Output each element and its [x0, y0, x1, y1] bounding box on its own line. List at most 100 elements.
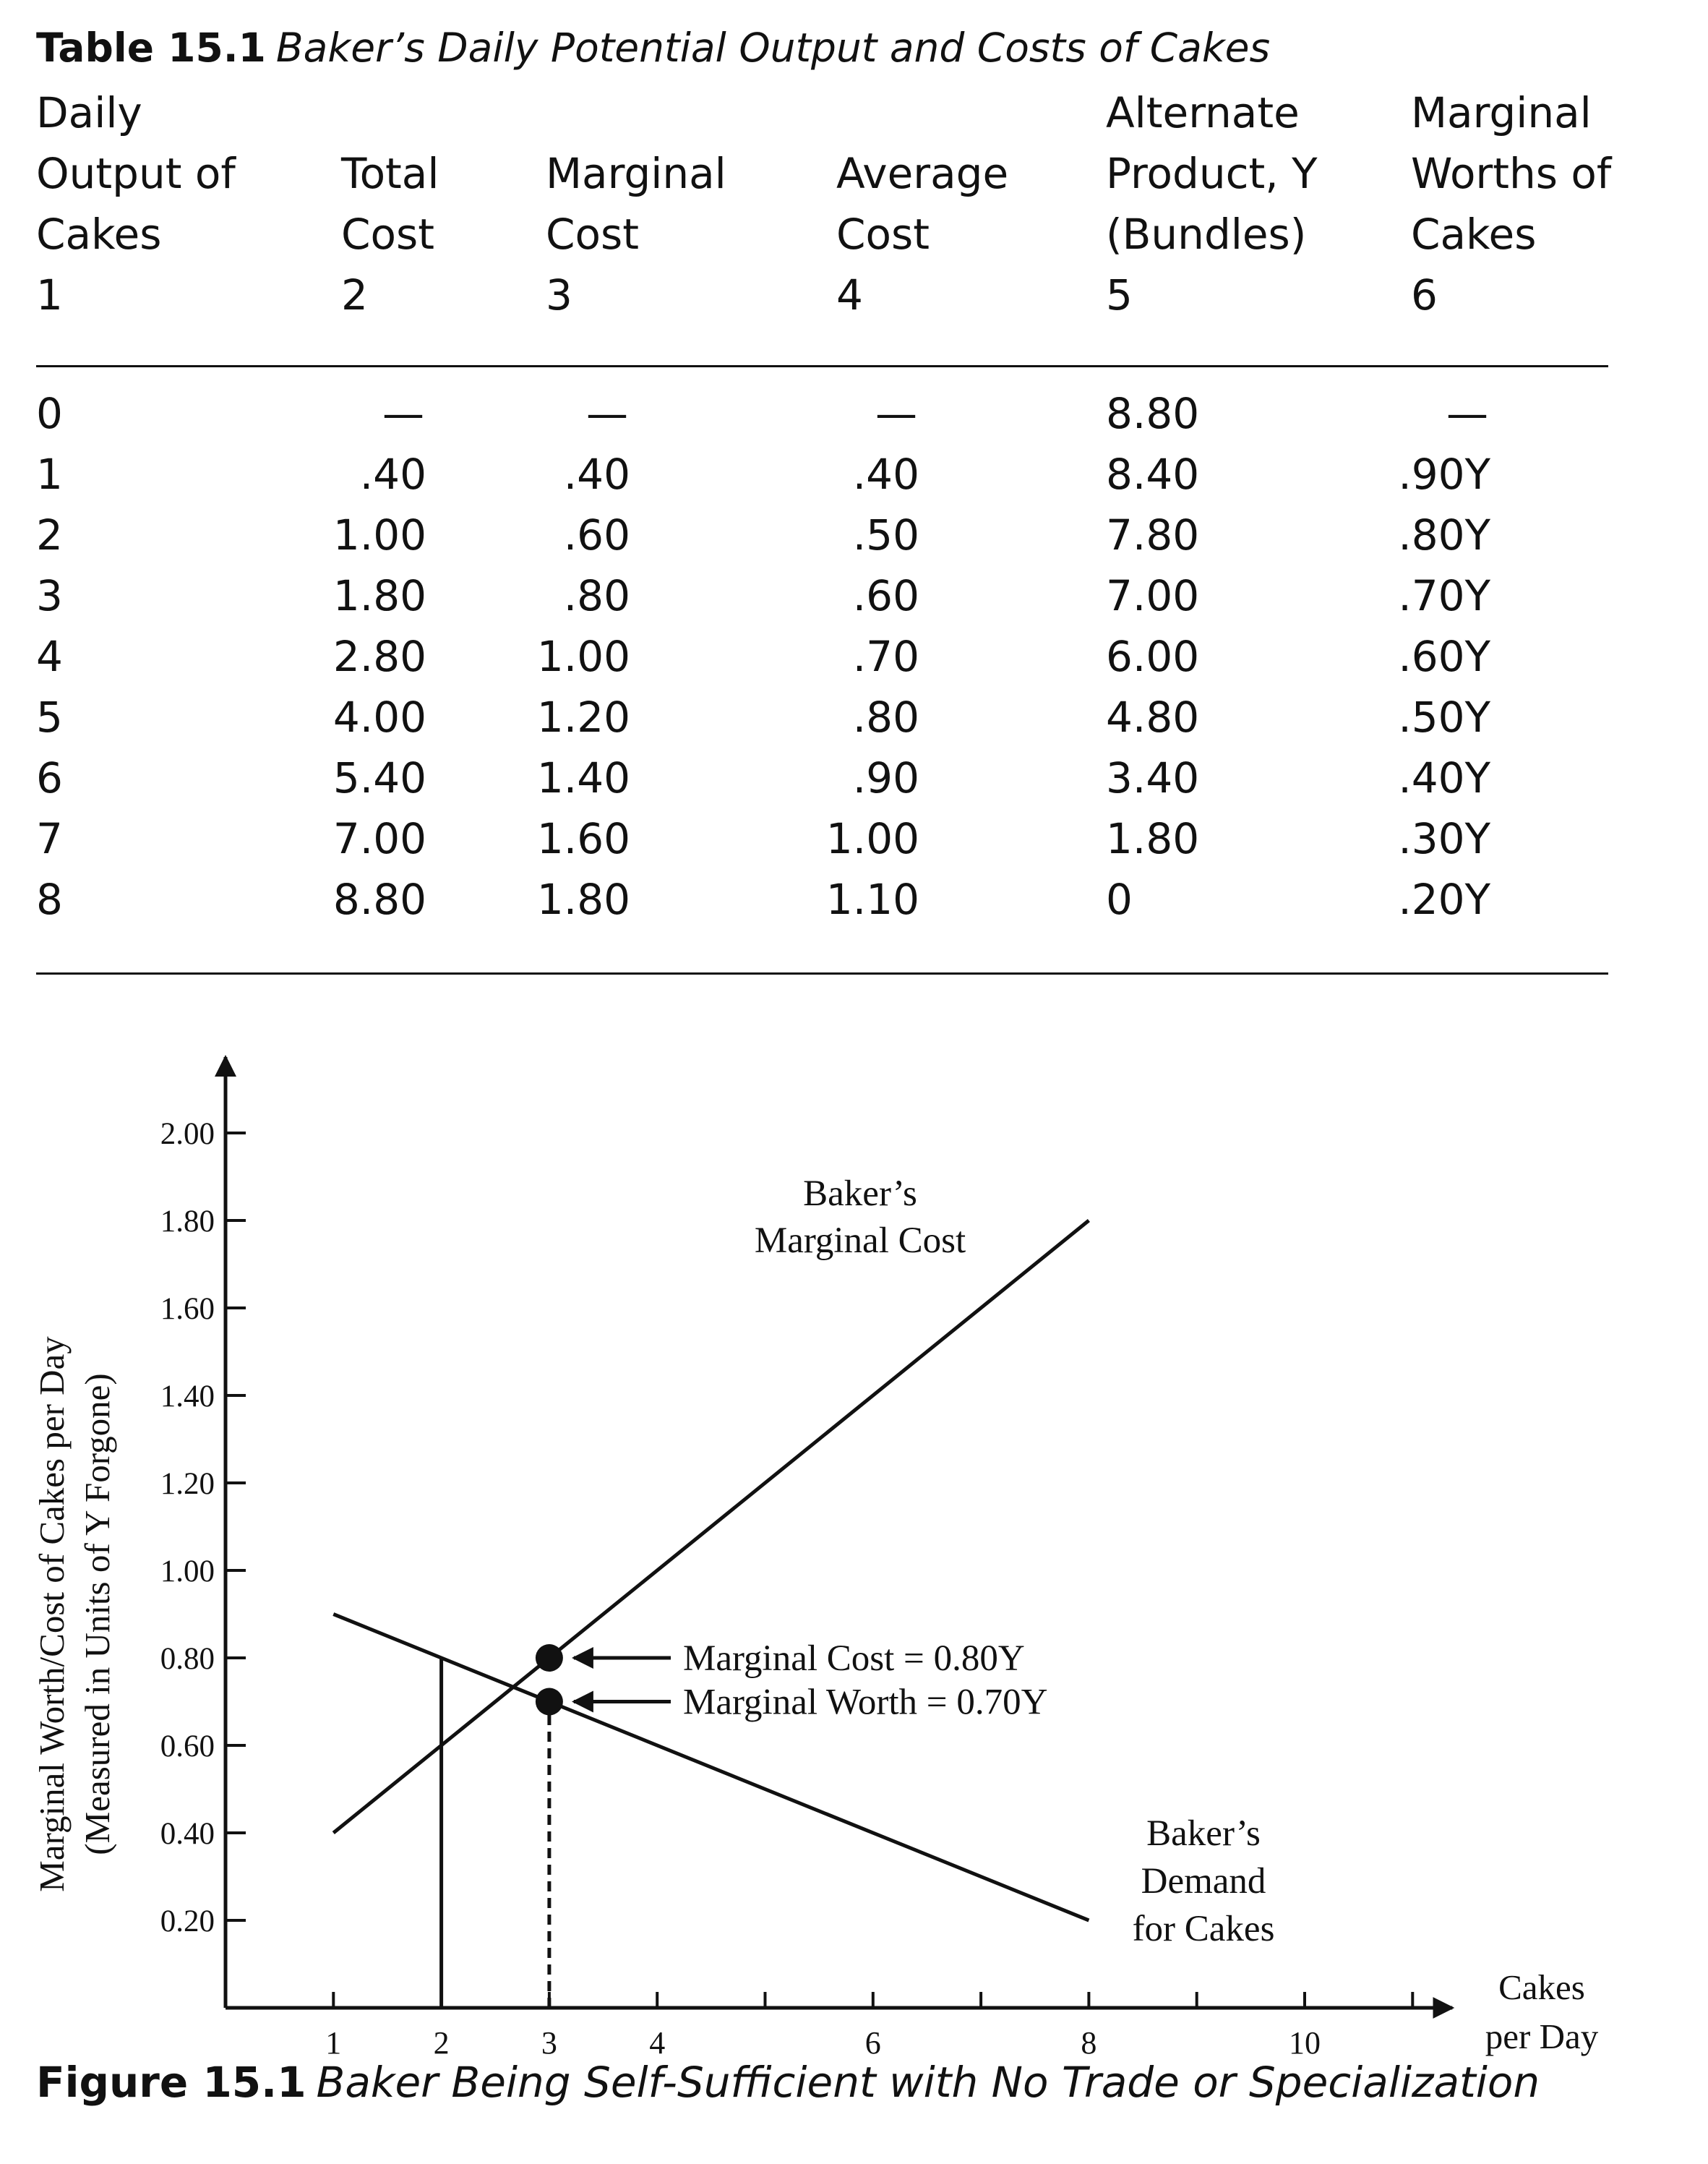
table-cell: 7.00 [332, 814, 426, 863]
column-header-line: Marginal [546, 149, 726, 198]
table-bottom-rule [36, 972, 1608, 975]
column-header-line: 1 [36, 270, 63, 320]
y-tick-label: 0.20 [160, 1904, 215, 1938]
column-header-line: Output of [36, 149, 236, 198]
y-axis-subtitle: (Measured in Units of Y Forgone) [77, 1373, 117, 1855]
column-header-line: (Bundles) [1106, 210, 1307, 259]
table-cell: .90 [852, 753, 919, 803]
table-cell: — [586, 389, 628, 438]
x-tick-label: 2 [434, 2025, 450, 2061]
table-cell: 7 [36, 814, 63, 863]
table-cell: 2.80 [332, 632, 426, 681]
table-cell: 8.40 [1106, 450, 1200, 499]
y-tick-label: 1.80 [160, 1205, 215, 1239]
column-header-line: Product, Y [1106, 149, 1318, 198]
table-cell: 1.00 [536, 632, 630, 681]
y-tick-label: 2.00 [160, 1117, 215, 1151]
table-cell: 1.60 [536, 814, 630, 863]
table-cell: 4.80 [1106, 693, 1200, 742]
table-cell: 3.40 [1106, 753, 1200, 803]
x-axis-title: Cakes [1498, 1967, 1585, 2007]
table-cell: 1 [36, 450, 63, 499]
demand-line [332, 1612, 1090, 1923]
table-cell: .30Y [1398, 814, 1490, 863]
table-cell: .80 [852, 693, 919, 742]
x-tick-label: 1 [325, 2025, 341, 2061]
demand-label: Baker’s [1146, 1813, 1261, 1854]
table-cell: .60Y [1398, 632, 1490, 681]
table-cell: 1.40 [536, 753, 630, 803]
table-cell: 7.00 [1106, 571, 1200, 620]
table-cell: .70Y [1398, 571, 1490, 620]
table-cell: 1.80 [332, 571, 426, 620]
column-header-line: 5 [1106, 270, 1133, 320]
column-header-line: 6 [1411, 270, 1438, 320]
table-cell: 2 [36, 510, 63, 560]
column-header-line: Cost [546, 210, 639, 259]
table-cell: .50 [852, 510, 919, 560]
table-cell: 7.80 [1106, 510, 1200, 560]
figure-title: Baker Being Self-Sufficient with No Trad… [316, 2058, 1540, 2107]
table-cell: 1.00 [332, 510, 426, 560]
table-cell: .70 [852, 632, 919, 681]
table-cell: .40 [563, 450, 630, 499]
y-tick-label: 0.60 [160, 1729, 215, 1763]
table-cell: .50Y [1398, 693, 1490, 742]
table-cell: 1.80 [536, 875, 630, 924]
table-cell: 5.40 [332, 753, 426, 803]
x-tick-label: 8 [1081, 2025, 1097, 2061]
table-cell: 0 [36, 389, 63, 438]
table-cell: 4 [36, 632, 63, 681]
intersection-point [535, 1688, 563, 1716]
table-cell: 6 [36, 753, 63, 803]
marker-annotation: Marginal Cost = 0.80Y [683, 1638, 1025, 1679]
marginal-cost-label: Baker’s [803, 1173, 917, 1214]
table-cell: .60 [852, 571, 919, 620]
table-cell: 1.80 [1106, 814, 1200, 863]
table-cell: .20Y [1398, 875, 1490, 924]
column-header-line: Daily [36, 88, 142, 137]
table-cell: .80 [563, 571, 630, 620]
table-cell: 4.00 [332, 693, 426, 742]
column-header-line: 2 [341, 270, 368, 320]
column-header-line: 4 [836, 270, 863, 320]
table-cell: 8.80 [332, 875, 426, 924]
table-title: Table 15.1 Baker’s Daily Potential Output… [36, 25, 1270, 71]
table-cell: — [382, 389, 424, 438]
table-cell: 8.80 [1106, 389, 1200, 438]
table-cell: 6.00 [1106, 632, 1200, 681]
marginal-cost-worth-chart: 1 2 3 4 6 8 10 0.20 0.40 0.60 0.80 1.00 1.20 1.40 1.60… [32, 1055, 1599, 2061]
figure-label: Figure 15.1 [36, 2058, 306, 2107]
x-axis-title-line2: per Day [1485, 2017, 1599, 2056]
table-cell: 0 [1106, 875, 1133, 924]
table-cell: .40Y [1398, 753, 1490, 803]
table-cell: .40 [359, 450, 426, 499]
x-tick-label: 10 [1289, 2025, 1321, 2061]
column-header-line: Cost [341, 210, 434, 259]
demand-label: for Cakes [1133, 1909, 1275, 1949]
column-header-line: Worths of [1411, 149, 1612, 198]
table-caption: Baker’s Daily Potential Output and Costs… [275, 25, 1271, 71]
column-header-line: Alternate [1106, 88, 1300, 137]
y-tick-label: 1.40 [160, 1380, 215, 1414]
table-cell: — [1446, 389, 1488, 438]
marker-annotation: Marginal Worth = 0.70Y [683, 1682, 1047, 1723]
marginal-cost-line [332, 1219, 1090, 1834]
y-tick-label: 0.80 [160, 1642, 215, 1676]
figure-caption: Figure 15.1 Baker Being Self-Sufficient w… [36, 2058, 1540, 2107]
x-tick-label: 3 [541, 2025, 557, 2061]
table-label: Table 15.1 [36, 25, 266, 71]
table-cell: .60 [563, 510, 630, 560]
demand-label: Demand [1141, 1861, 1266, 1902]
y-tick-label: 1.60 [160, 1292, 215, 1326]
column-header-line: Cost [836, 210, 930, 259]
table-cell: .40 [852, 450, 919, 499]
table-header-rule [36, 365, 1608, 367]
table-cell: 1.00 [825, 814, 919, 863]
table-cell: 1.20 [536, 693, 630, 742]
table-cell: .90Y [1398, 450, 1490, 499]
y-tick-label: 1.20 [160, 1467, 215, 1501]
intersection-point [535, 1644, 563, 1672]
y-tick-label: 0.40 [160, 1817, 215, 1851]
y-axis-title: Marginal Worth/Cost of Cakes per Day [32, 1336, 72, 1892]
